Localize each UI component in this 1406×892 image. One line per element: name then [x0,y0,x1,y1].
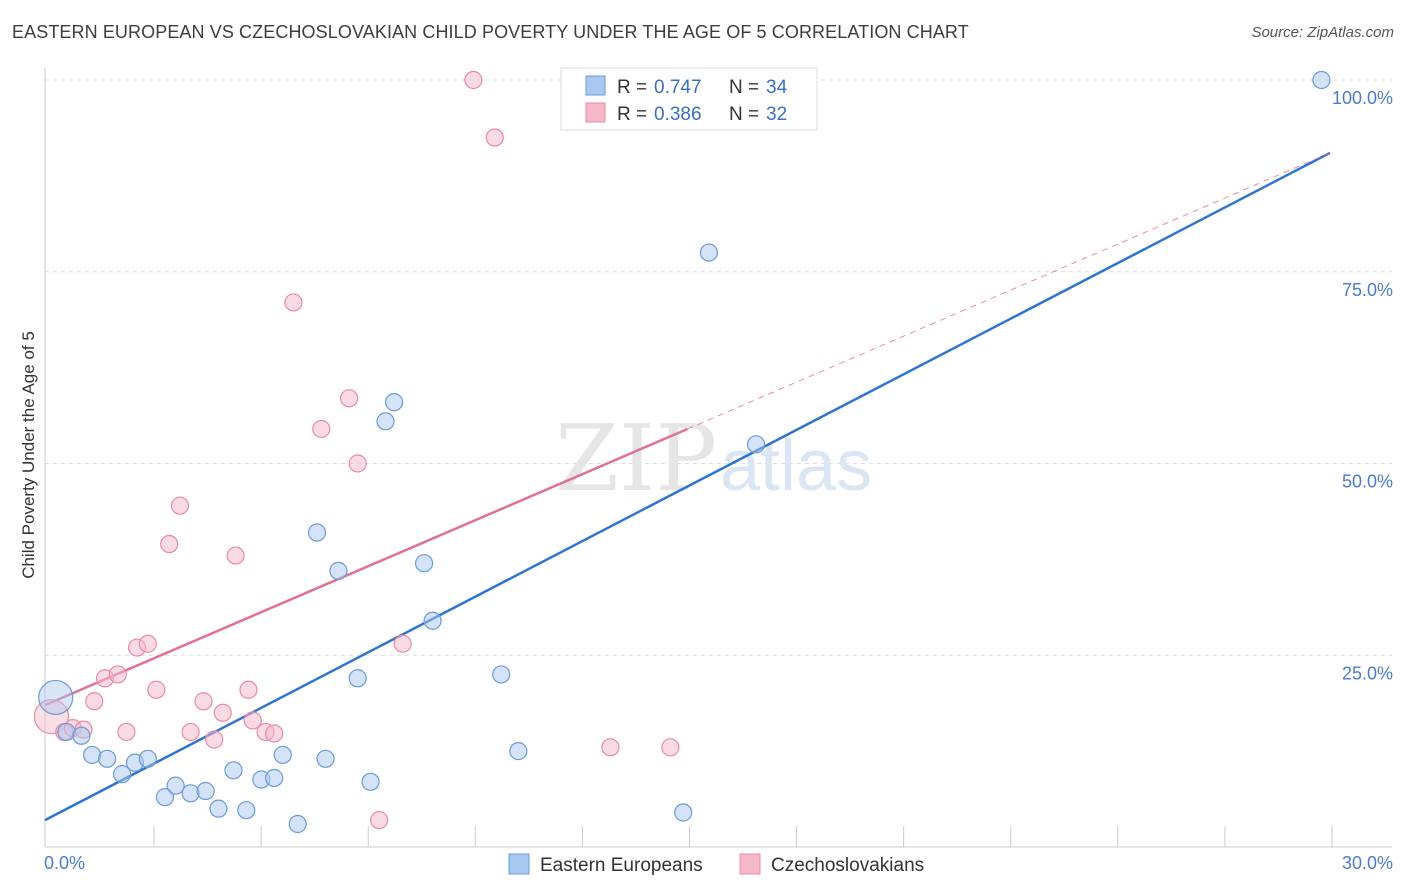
data-point-czechoslovakians [393,634,412,653]
data-point-eastern-europeans [112,765,132,784]
data-point-czechoslovakians [661,738,680,757]
data-points [33,70,1331,834]
series-swatch-eastern-europeans [508,853,530,875]
data-point-eastern-europeans [155,788,175,807]
data-point-czechoslovakians [601,738,620,757]
legend-r-label-pink: R = [617,104,647,125]
y-tick-label: 100.0% [1332,88,1393,108]
data-point-eastern-europeans [98,749,117,768]
y-tick-labels: 25.0% 50.0% 75.0% 100.0% [1332,88,1393,683]
x-tick-label-max: 30.0% [1342,853,1393,873]
x-tick-label-min: 0.0% [44,853,85,873]
data-point-eastern-europeans [265,768,284,788]
data-point-czechoslovakians [213,703,232,722]
data-point-eastern-europeans [384,393,404,412]
legend-n-value-pink: 32 [766,104,787,125]
data-point-czechoslovakians [85,692,104,711]
data-point-eastern-europeans [307,523,327,542]
data-point-czechoslovakians [348,454,367,473]
data-point-czechoslovakians [464,70,483,90]
data-point-eastern-europeans [746,435,766,454]
data-point-eastern-europeans [57,722,76,742]
series-label-eastern-europeans: Eastern Europeans [540,855,703,876]
series-legend: Eastern Europeans Czechoslovakians [508,853,924,876]
data-point-czechoslovakians [239,680,258,699]
correlation-legend: R = 0.747 N = 34 R = 0.386 N = 32 [560,67,818,131]
data-point-czechoslovakians [265,724,284,743]
source-label: Source: ZipAtlas.com [1251,24,1394,41]
axes [44,68,1392,848]
data-point-eastern-europeans [414,554,434,573]
data-point-eastern-europeans [209,799,228,818]
data-point-czechoslovakians [205,730,224,749]
legend-r-label-blue: R = [617,77,647,98]
data-point-czechoslovakians [181,722,200,742]
trend-lines [44,151,1331,822]
data-point-eastern-europeans [509,742,528,761]
legend-n-label-blue: N = [729,77,759,98]
legend-r-value-blue: 0.747 [654,77,702,98]
data-point-eastern-europeans [138,749,157,768]
x-tick-marks [153,826,1333,847]
data-point-eastern-europeans [674,803,693,822]
data-point-czechoslovakians [194,692,213,711]
data-point-eastern-europeans [273,745,292,765]
data-point-czechoslovakians [138,634,157,653]
data-point-czechoslovakians [226,546,245,565]
data-point-czechoslovakians [485,128,504,147]
data-point-czechoslovakians [108,665,127,684]
data-point-czechoslovakians [170,496,190,515]
data-point-eastern-europeans [376,412,395,431]
watermark-atlas: atlas [720,426,872,506]
legend-r-value-pink: 0.386 [654,104,702,125]
data-point-eastern-europeans [1312,70,1331,90]
trend-line-eastern-europeans [44,151,1331,822]
legend-swatch-pink [585,102,606,123]
y-axis-label: Child Poverty Under the Age of 5 [19,331,38,579]
data-point-eastern-europeans [699,243,719,262]
data-point-eastern-europeans [329,561,348,580]
watermark-zip: ZIP [555,405,717,512]
data-point-eastern-europeans [348,669,367,688]
series-swatch-czechoslovakians [739,853,761,875]
data-point-eastern-europeans [181,784,200,803]
watermark: ZIP atlas [555,405,872,512]
data-point-eastern-europeans [492,665,511,684]
legend-n-label-pink: N = [729,104,759,125]
y-tick-label: 50.0% [1342,472,1393,492]
data-point-eastern-europeans [38,679,74,716]
data-point-eastern-europeans [237,801,256,820]
y-tick-label: 75.0% [1342,280,1393,300]
data-point-czechoslovakians [160,534,179,554]
legend-n-value-blue: 34 [766,77,788,98]
y-tick-label: 25.0% [1342,663,1393,683]
data-point-eastern-europeans [224,761,243,780]
data-point-czechoslovakians [312,419,331,439]
data-point-czechoslovakians [340,389,359,408]
data-point-eastern-europeans [288,814,307,834]
data-point-eastern-europeans [316,749,335,768]
data-point-czechoslovakians [243,711,262,730]
data-point-eastern-europeans [72,726,91,745]
data-point-eastern-europeans [423,611,442,630]
chart-title: EASTERN EUROPEAN VS CZECHOSLOVAKIAN CHIL… [12,22,969,42]
data-point-eastern-europeans [166,776,185,795]
legend-swatch-blue [585,75,606,96]
data-point-czechoslovakians [147,680,166,699]
data-point-eastern-europeans [361,772,380,791]
trend-line-czechoslovakians [44,427,688,707]
grid-lines [45,79,1392,656]
data-point-czechoslovakians [370,811,389,830]
data-point-eastern-europeans [196,781,215,801]
trend-line-czechoslovakians-extension [687,152,1331,430]
series-label-czechoslovakians: Czechoslovakians [771,855,924,876]
data-point-czechoslovakians [284,293,303,312]
data-point-eastern-europeans [83,745,102,765]
data-point-czechoslovakians [117,722,136,742]
